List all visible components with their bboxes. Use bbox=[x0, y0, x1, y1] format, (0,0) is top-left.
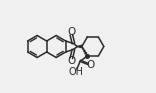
Text: O: O bbox=[67, 27, 76, 37]
Polygon shape bbox=[77, 45, 82, 48]
Text: O: O bbox=[86, 60, 94, 70]
Text: O: O bbox=[67, 56, 76, 66]
Text: OH: OH bbox=[69, 67, 84, 77]
